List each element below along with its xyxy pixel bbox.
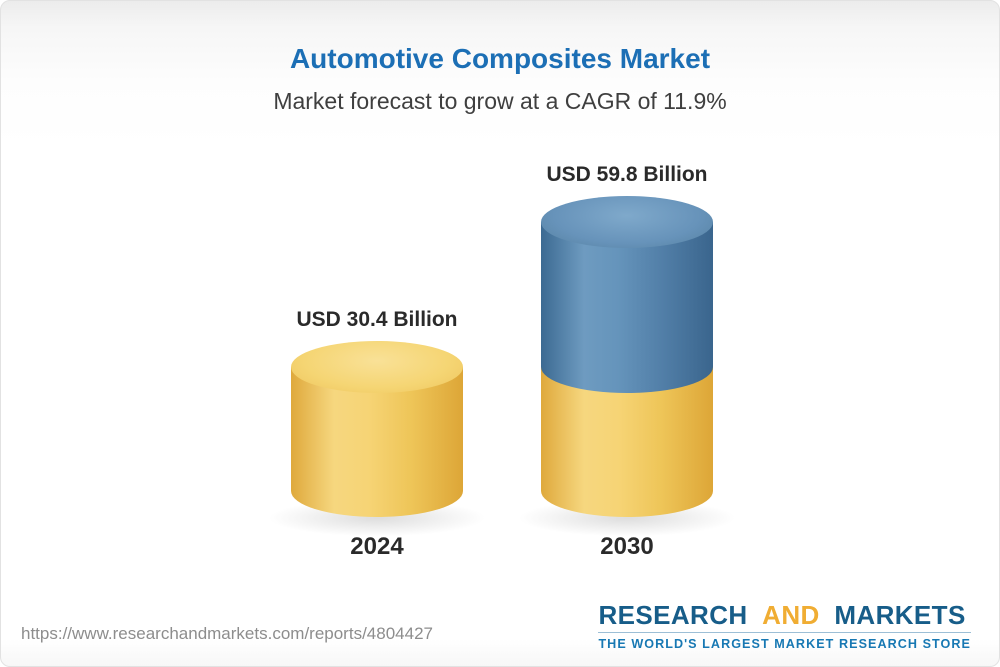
report-url-link[interactable]: https://www.researchandmarkets.com/repor… <box>21 624 433 643</box>
value-label-2030: USD 59.8 Billion <box>546 163 708 187</box>
brand-word-markets: MARKETS <box>834 600 966 630</box>
bar-2030-cap <box>541 196 713 249</box>
brand-word-research: RESEARCH <box>598 600 748 630</box>
bar-group-2030: USD 59.8 Billion 2030 <box>509 1 745 666</box>
brand-divider <box>598 632 971 633</box>
brand-word-and: AND <box>762 600 820 630</box>
bar-2030-blue-body <box>541 222 713 394</box>
brand-wordmark: RESEARCH AND MARKETS <box>598 602 971 628</box>
category-label-2030: 2030 <box>600 533 654 560</box>
category-label-2024: 2024 <box>350 533 404 560</box>
bar-group-2024: USD 30.4 Billion 2024 <box>259 1 495 666</box>
page-title: Automotive Composites Market <box>289 43 711 74</box>
bar-2024-cap <box>291 341 463 394</box>
brand-tagline: THE WORLD'S LARGEST MARKET RESEARCH STOR… <box>598 637 971 651</box>
brand-logo: RESEARCH AND MARKETS THE WORLD'S LARGEST… <box>598 602 971 651</box>
page-subtitle: Market forecast to grow at a CAGR of 11.… <box>273 88 727 114</box>
value-label-2024: USD 30.4 Billion <box>296 308 458 332</box>
